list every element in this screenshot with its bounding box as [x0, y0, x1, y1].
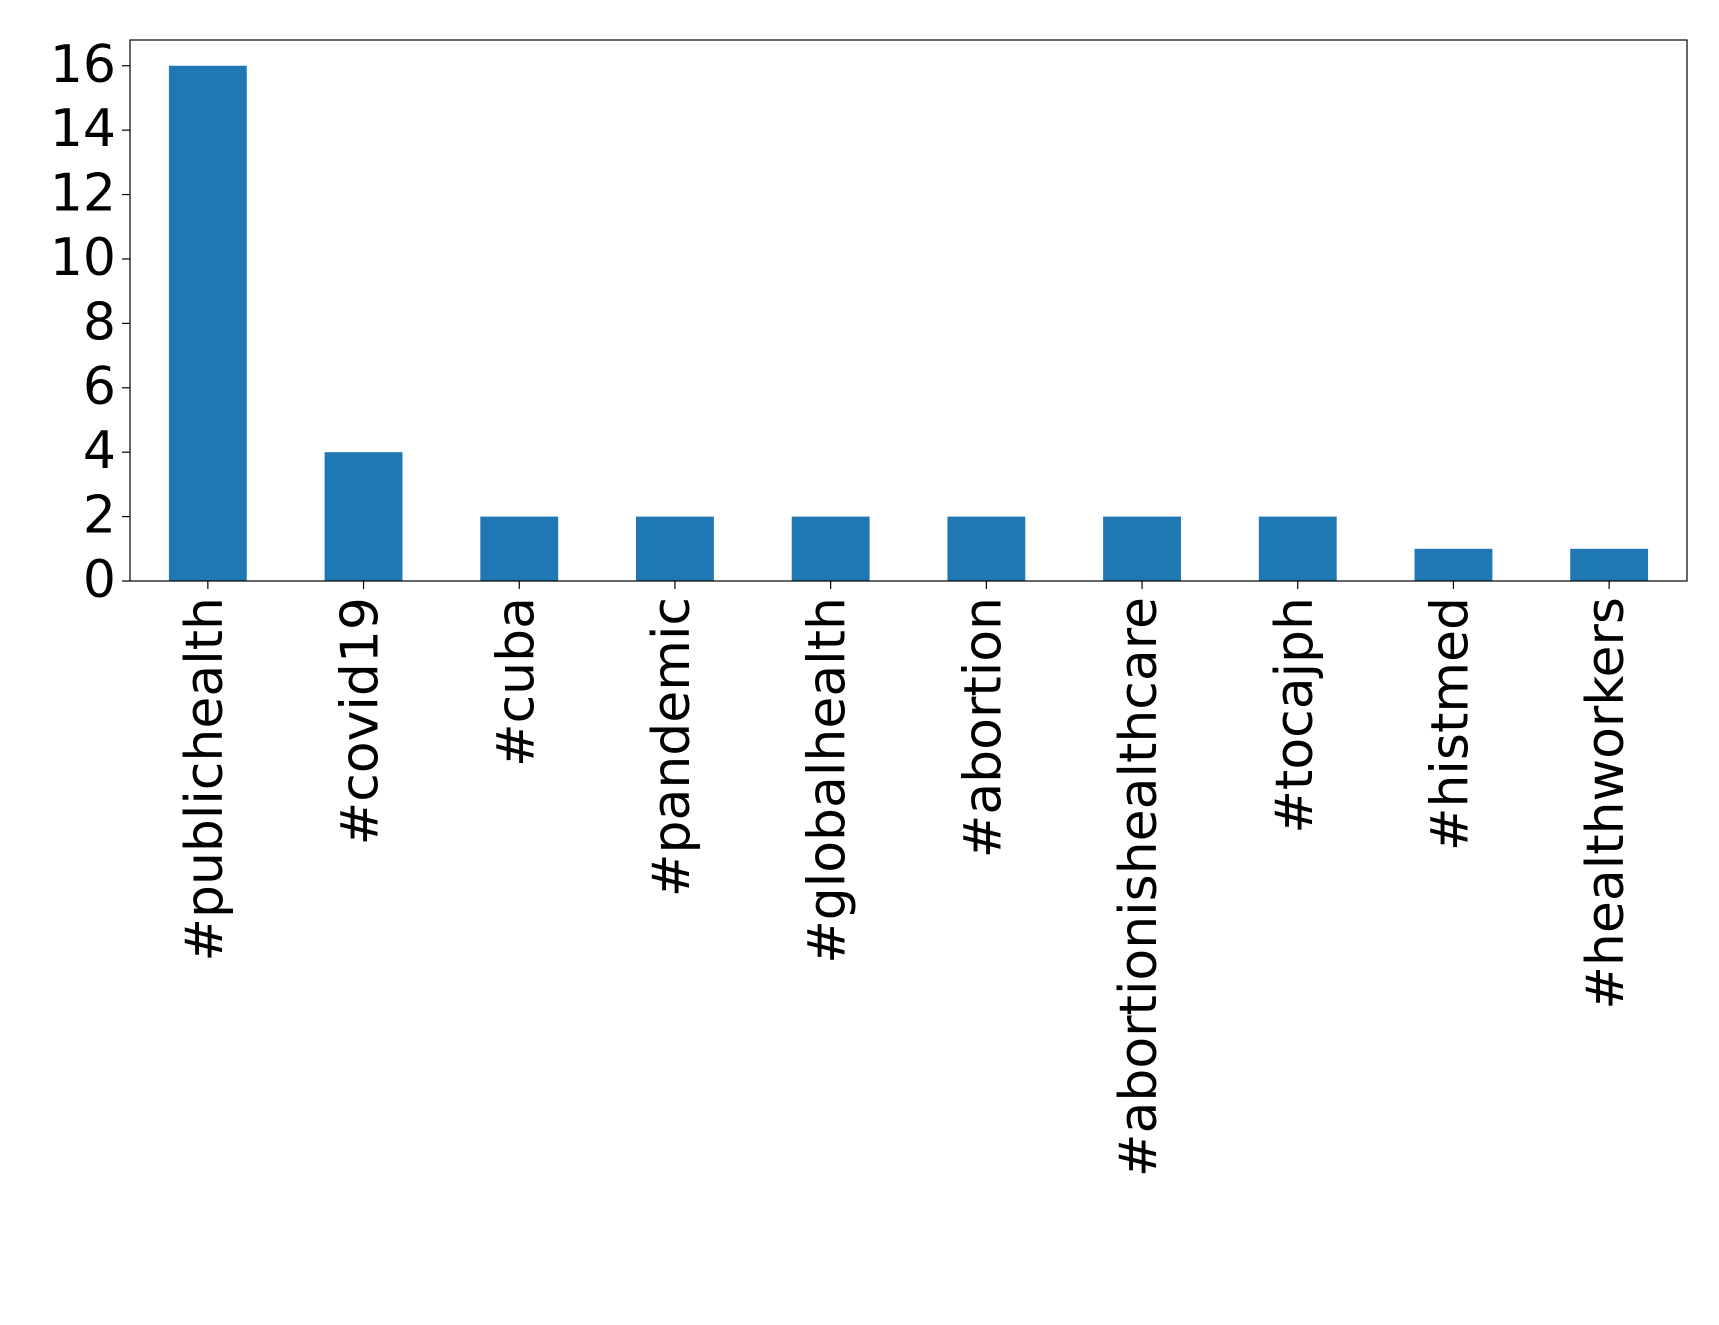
y-tick-label: 16	[50, 35, 116, 95]
bar	[1570, 548, 1649, 581]
x-tick-label: #healthworkers	[1576, 597, 1636, 1010]
y-tick-label: 2	[83, 486, 116, 546]
bar	[168, 65, 247, 581]
x-tick-label: #abortion	[953, 597, 1013, 858]
y-tick-label: 10	[50, 228, 116, 288]
x-tick-label: #tocajph	[1265, 597, 1325, 834]
bar	[1414, 548, 1493, 581]
bar	[324, 452, 403, 581]
x-tick-label: #cuba	[486, 597, 546, 767]
x-tick-label: #covid19	[331, 597, 391, 845]
bar	[791, 516, 870, 581]
x-tick-label: #publichealth	[175, 597, 235, 962]
x-tick-label: #abortionishealthcare	[1109, 597, 1169, 1177]
plot-frame	[129, 39, 1688, 582]
y-tick-label: 4	[83, 421, 116, 481]
bar	[947, 516, 1026, 581]
y-tick-label: 8	[83, 292, 116, 352]
bar	[1258, 516, 1337, 581]
bar	[480, 516, 559, 581]
y-tick-label: 14	[50, 99, 116, 159]
y-tick-label: 0	[83, 550, 116, 610]
x-tick-label: #globalhealth	[798, 597, 858, 964]
x-tick-label: #pandemic	[642, 597, 702, 897]
y-tick-label: 12	[50, 164, 116, 224]
y-tick-label: 6	[83, 357, 116, 417]
bar	[1103, 516, 1181, 581]
x-tick-label: #histmed	[1420, 597, 1480, 851]
bar	[636, 516, 714, 581]
